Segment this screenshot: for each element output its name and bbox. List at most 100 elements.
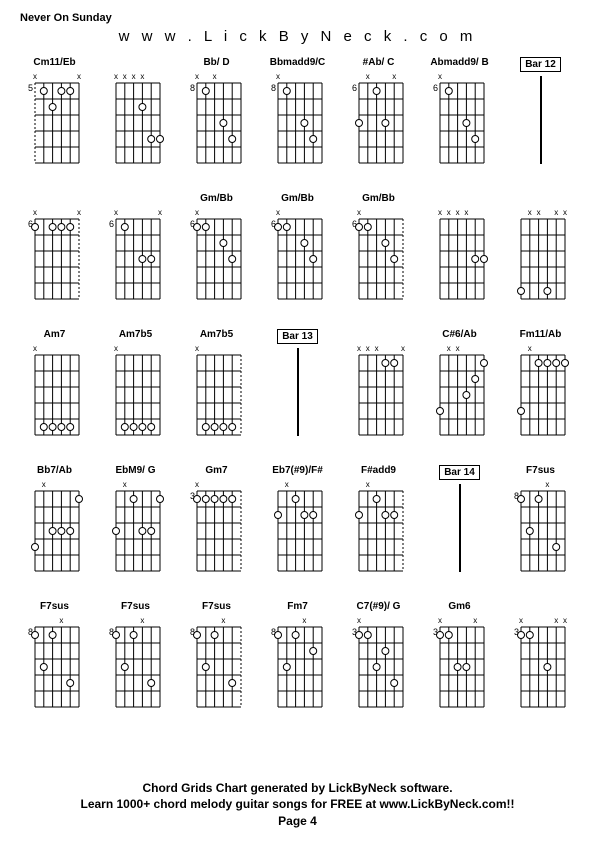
chord-cell: xxxx [101, 57, 170, 167]
chord-row: Cm11/Ebxx5xxxxBb/ Dxx8Bbmadd9/Cx8#Ab/ Cx… [20, 57, 575, 167]
chord-cell: Am7x [20, 329, 89, 439]
svg-text:6: 6 [190, 219, 195, 229]
svg-text:x: x [374, 344, 378, 353]
svg-text:x: x [195, 208, 199, 217]
chord-diagram: x [268, 479, 328, 575]
svg-text:x: x [114, 72, 118, 81]
svg-text:x: x [276, 208, 280, 217]
chord-diagram: xxx3 [511, 615, 571, 711]
chord-diagram: xxxx [349, 343, 409, 439]
svg-text:x: x [140, 616, 144, 625]
footer-line1: Chord Grids Chart generated by LickByNec… [0, 780, 595, 797]
footer-page: Page 4 [0, 813, 595, 830]
chord-name: Cm11/Eb [33, 57, 75, 71]
chord-cell: F7susx8 [506, 465, 575, 575]
svg-text:x: x [195, 72, 199, 81]
svg-text:x: x [365, 72, 369, 81]
svg-text:x: x [392, 72, 396, 81]
chord-cell: F#add9x [344, 465, 413, 575]
chord-cell: F7susx8 [20, 601, 89, 711]
svg-text:x: x [77, 208, 81, 217]
svg-text:x: x [545, 480, 549, 489]
chord-cell: Fm7x8 [263, 601, 332, 711]
svg-text:x: x [554, 208, 558, 217]
chord-cell: Bb/ Dxx8 [182, 57, 251, 167]
svg-text:x: x [438, 72, 442, 81]
bar-line [540, 76, 542, 164]
chord-name: Bb/ D [203, 57, 229, 71]
svg-text:x: x [527, 344, 531, 353]
chord-cell: Bb7/Abx [20, 465, 89, 575]
svg-text:6: 6 [352, 219, 357, 229]
bar-line [297, 348, 299, 436]
chord-diagram: x8 [25, 615, 85, 711]
chord-name: Bbmadd9/C [270, 57, 326, 71]
chord-cell: xxx3 [506, 601, 575, 711]
chord-name: F7sus [202, 601, 231, 615]
svg-text:x: x [59, 616, 63, 625]
chord-diagram: x3 [187, 479, 247, 575]
chord-name: Gm/Bb [200, 193, 233, 207]
svg-text:x: x [77, 72, 81, 81]
chord-diagram: xx [430, 343, 490, 439]
svg-text:3: 3 [514, 627, 519, 637]
chord-diagram: xx8 [187, 71, 247, 167]
svg-text:x: x [554, 616, 558, 625]
chord-diagram: x8 [268, 71, 328, 167]
chord-name: Bb7/Ab [37, 465, 72, 479]
chord-diagram: xx5 [25, 71, 85, 167]
svg-text:6: 6 [352, 83, 357, 93]
chord-diagram: xx6 [106, 207, 166, 303]
chord-name: F7sus [40, 601, 69, 615]
svg-text:x: x [114, 208, 118, 217]
chord-cell: Cm11/Ebxx5 [20, 57, 89, 167]
svg-text:x: x [114, 344, 118, 353]
svg-text:x: x [33, 72, 37, 81]
bar-marker: Bar 13 [263, 329, 332, 439]
bar-marker: Bar 14 [425, 465, 494, 575]
svg-text:x: x [473, 616, 477, 625]
chord-name: Am7b5 [119, 329, 152, 343]
svg-text:x: x [122, 72, 126, 81]
chord-name: Gm/Bb [362, 193, 395, 207]
bar-label: Bar 13 [277, 329, 318, 344]
chord-cell: F7susx8 [182, 601, 251, 711]
chord-diagram: xxxx [511, 207, 571, 303]
chord-name: Fm11/Ab [520, 329, 562, 343]
chord-name: Fm7 [287, 601, 308, 615]
chord-row: F7susx8F7susx8F7susx8Fm7x8C7(#9)/ Gx3Gm6… [20, 601, 575, 711]
svg-text:x: x [276, 72, 280, 81]
song-title: Never On Sunday [20, 12, 575, 24]
chord-cell: xxxx [425, 193, 494, 303]
chord-diagram: xxxx [106, 71, 166, 167]
svg-text:x: x [563, 208, 567, 217]
chord-diagram: x [106, 343, 166, 439]
chord-cell: Am7b5x [101, 329, 170, 439]
svg-text:3: 3 [352, 627, 357, 637]
chord-cell: C#6/Abxx [425, 329, 494, 439]
website-url: w w w . L i c k B y N e c k . c o m [20, 28, 575, 45]
svg-text:6: 6 [433, 83, 438, 93]
svg-text:x: x [357, 208, 361, 217]
chord-diagram: x [25, 343, 85, 439]
chord-diagram: x [106, 479, 166, 575]
chord-cell: Fm11/Abx [506, 329, 575, 439]
svg-text:x: x [527, 208, 531, 217]
chord-name: F7sus [121, 601, 150, 615]
chord-diagram: x6 [430, 71, 490, 167]
chord-name: Abmadd9/ B [430, 57, 488, 71]
chord-name: C7(#9)/ G [357, 601, 401, 615]
chord-diagram: xx6 [349, 71, 409, 167]
chord-name: #Ab/ C [363, 57, 395, 71]
svg-text:x: x [438, 616, 442, 625]
chord-diagram: x8 [511, 479, 571, 575]
chord-name: Am7 [44, 329, 66, 343]
svg-text:x: x [212, 72, 216, 81]
chord-cell: #Ab/ Cxx6 [344, 57, 413, 167]
svg-text:8: 8 [271, 83, 276, 93]
svg-text:x: x [41, 480, 45, 489]
chord-diagram: x [187, 343, 247, 439]
chord-cell: xxxx [344, 329, 413, 439]
chord-cell: Abmadd9/ Bx6 [425, 57, 494, 167]
chord-name: Gm/Bb [281, 193, 314, 207]
